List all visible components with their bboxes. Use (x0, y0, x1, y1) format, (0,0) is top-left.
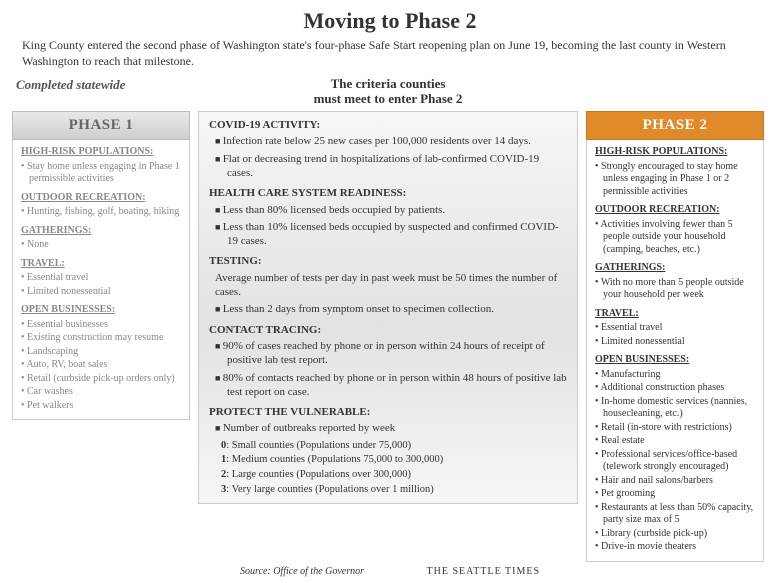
criteria-list: Infection rate below 25 new cases per 10… (209, 134, 567, 180)
category-heading: OUTDOOR RECREATION: (21, 192, 181, 205)
criteria-heading: TESTING: (209, 254, 567, 268)
criteria-item: Less than 80% licensed beds occupied by … (215, 203, 567, 217)
criteria-list: Average number of tests per day in past … (209, 271, 567, 317)
criteria-item: Infection rate below 25 new cases per 10… (215, 134, 567, 148)
criteria-item: 90% of cases reached by phone or in pers… (215, 339, 567, 368)
list-item: Activities involving fewer than 5 people… (595, 219, 755, 257)
list-item: Restaurants at less than 50% capacity, p… (595, 502, 755, 527)
main-title: Moving to Phase 2 (12, 8, 768, 34)
list-item: Pet walkers (21, 400, 181, 413)
list-item: Real estate (595, 435, 755, 448)
category-heading: GATHERINGS: (21, 225, 181, 238)
category-heading: GATHERINGS: (595, 262, 755, 275)
criteria-list: Less than 80% licensed beds occupied by … (209, 203, 567, 249)
footer: Source: Office of the Governor THE SEATT… (12, 566, 768, 577)
category-heading: OUTDOOR RECREATION: (595, 204, 755, 217)
criteria-item: Less than 2 days from symptom onset to s… (215, 302, 567, 316)
category-heading: OPEN BUSINESSES: (595, 354, 755, 367)
completed-statewide-label: Completed statewide (16, 77, 198, 93)
list-item: Stay home unless engaging in Phase 1 per… (21, 161, 181, 186)
criteria-title: The criteria counties must meet to enter… (198, 77, 578, 107)
columns: PHASE 1 HIGH-RISK POPULATIONS: Stay home … (12, 111, 768, 562)
phase1-column: PHASE 1 HIGH-RISK POPULATIONS: Stay home … (12, 111, 190, 562)
list-item: Essential travel (595, 322, 755, 335)
criteria-item: 80% of contacts reached by phone or in p… (215, 371, 567, 400)
list-item: Landscaping (21, 346, 181, 359)
criteria-item: Number of outbreaks reported by week (215, 421, 567, 435)
list-item: Existing construction may resume (21, 332, 181, 345)
criteria-list: 90% of cases reached by phone or in pers… (209, 339, 567, 399)
phase2-body: HIGH-RISK POPULATIONS: Strongly encourage… (586, 140, 764, 562)
list-item: None (21, 239, 181, 252)
criteria-heading: HEALTH CARE SYSTEM READINESS: (209, 186, 567, 200)
outbreak-item: 0: Small counties (Populations under 75,… (221, 439, 567, 453)
criteria-item: Flat or decreasing trend in hospitalizat… (215, 152, 567, 181)
list-item: Strongly encouraged to stay home unless … (595, 161, 755, 199)
list-item: Drive-in movie theaters (595, 541, 755, 554)
criteria-item: Less than 10% licensed beds occupied by … (215, 220, 567, 249)
criteria-heading: COVID-19 ACTIVITY: (209, 118, 567, 132)
category-heading: TRAVEL: (595, 308, 755, 321)
category-heading: HIGH-RISK POPULATIONS: (595, 146, 755, 159)
criteria-title-line1: The criteria counties (331, 76, 446, 91)
category-list: ManufacturingAdditional construction pha… (595, 369, 755, 554)
criteria-column: COVID-19 ACTIVITY: Infection rate below 2… (198, 111, 578, 562)
list-item: In-home domestic services (nannies, hous… (595, 396, 755, 421)
phase2-column: PHASE 2 HIGH-RISK POPULATIONS: Strongly e… (586, 111, 764, 562)
phase1-body: HIGH-RISK POPULATIONS: Stay home unless e… (12, 140, 190, 420)
outbreak-item: 2: Large counties (Populations over 300,… (221, 468, 567, 482)
subtitle: King County entered the second phase of … (22, 38, 758, 69)
category-list: Hunting, fishing, golf, boating, hiking (21, 206, 181, 219)
category-list: None (21, 239, 181, 252)
newspaper-credit: THE SEATTLE TIMES (427, 566, 540, 577)
list-item: Additional construction phases (595, 382, 755, 395)
category-heading: TRAVEL: (21, 258, 181, 271)
category-list: Stay home unless engaging in Phase 1 per… (21, 161, 181, 186)
list-item: Library (curbside pick-up) (595, 528, 755, 541)
criteria-title-line2: must meet to enter Phase 2 (314, 91, 463, 106)
list-item: Essential travel (21, 272, 181, 285)
outbreak-list: 0: Small counties (Populations under 75,… (209, 439, 567, 497)
criteria-heading: CONTACT TRACING: (209, 323, 567, 337)
list-item: With no more than 5 people outside your … (595, 277, 755, 302)
criteria-heading: PROTECT THE VULNERABLE: (209, 405, 567, 419)
list-item: Car washes (21, 386, 181, 399)
list-item: Pet grooming (595, 488, 755, 501)
list-item: Retail (in-store with restrictions) (595, 422, 755, 435)
phase2-header: PHASE 2 (586, 111, 764, 140)
category-list: Essential travelLimited nonessential (595, 322, 755, 348)
category-heading: OPEN BUSINESSES: (21, 304, 181, 317)
source-credit: Source: Office of the Governor (240, 566, 364, 577)
category-heading: HIGH-RISK POPULATIONS: (21, 146, 181, 159)
list-item: Limited nonessential (21, 286, 181, 299)
list-item: Manufacturing (595, 369, 755, 382)
list-item: Hair and nail salons/barbers (595, 475, 755, 488)
category-list: Strongly encouraged to stay home unless … (595, 161, 755, 199)
list-item: Auto, RV, boat sales (21, 359, 181, 372)
phase1-header: PHASE 1 (12, 111, 190, 140)
outbreak-item: 3: Very large counties (Populations over… (221, 483, 567, 497)
list-item: Limited nonessential (595, 336, 755, 349)
category-list: With no more than 5 people outside your … (595, 277, 755, 302)
category-list: Essential businessesExisting constructio… (21, 319, 181, 413)
criteria-item: Average number of tests per day in past … (215, 271, 567, 300)
list-item: Professional services/office-based (tele… (595, 449, 755, 474)
category-list: Essential travelLimited nonessential (21, 272, 181, 298)
list-item: Essential businesses (21, 319, 181, 332)
criteria-body: COVID-19 ACTIVITY: Infection rate below 2… (198, 111, 578, 504)
section-labels-row: Completed statewide The criteria countie… (12, 77, 768, 111)
list-item: Retail (curbside pick-up orders only) (21, 373, 181, 386)
outbreak-item: 1: Medium counties (Populations 75,000 t… (221, 453, 567, 467)
list-item: Hunting, fishing, golf, boating, hiking (21, 206, 181, 219)
category-list: Activities involving fewer than 5 people… (595, 219, 755, 257)
criteria-list: Number of outbreaks reported by week (209, 421, 567, 435)
